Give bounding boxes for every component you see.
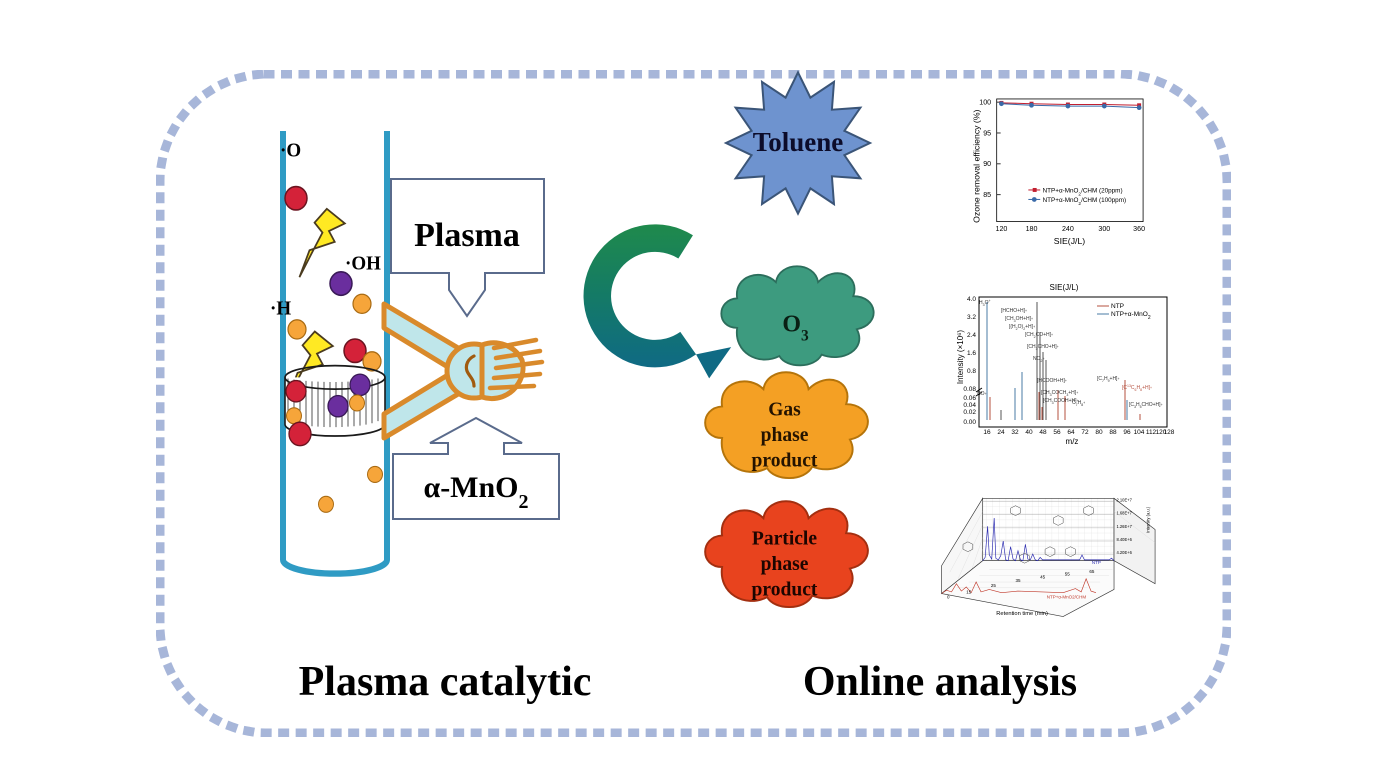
svg-text:·O: ·O — [280, 139, 301, 162]
svg-text:NTP: NTP — [1092, 560, 1101, 565]
svg-text:NTP+α-MnO2: NTP+α-MnO2 — [1111, 311, 1151, 321]
svg-text:[CH3OH+H]+: [CH3OH+H]+ — [1005, 316, 1033, 323]
svg-text:2.4: 2.4 — [967, 332, 976, 339]
svg-text:[C7H9+H]+: [C7H9+H]+ — [1097, 376, 1120, 383]
svg-text:·H: ·H — [270, 297, 291, 320]
svg-text:Particle: Particle — [752, 528, 817, 549]
svg-text:2.10E+7: 2.10E+7 — [1116, 498, 1132, 503]
svg-text:64: 64 — [1067, 429, 1075, 436]
svg-text:Toluene: Toluene — [753, 127, 844, 157]
svg-text:0.00: 0.00 — [963, 419, 976, 426]
svg-text:128: 128 — [1164, 429, 1175, 436]
svg-text:95: 95 — [983, 129, 991, 137]
svg-text:NTP+α-MnO2/CHM: NTP+α-MnO2/CHM — [1047, 594, 1087, 599]
svg-text:0.8: 0.8 — [967, 368, 976, 375]
svg-text:24: 24 — [997, 429, 1005, 436]
svg-text:65: 65 — [1089, 569, 1095, 574]
svg-text:Retention time (min): Retention time (min) — [996, 611, 1048, 617]
svg-text:Intensity (a.u.): Intensity (a.u.) — [1145, 506, 1150, 533]
svg-text:Plasma: Plasma — [414, 217, 520, 254]
svg-text:NTP: NTP — [1111, 303, 1124, 310]
svg-text:100: 100 — [979, 98, 991, 106]
svg-text:40: 40 — [1025, 429, 1033, 436]
svg-text:·OH: ·OH — [345, 252, 381, 275]
svg-text:16: 16 — [983, 429, 991, 436]
svg-text:phase: phase — [761, 554, 809, 575]
svg-text:1.26E+7: 1.26E+7 — [1116, 524, 1132, 529]
svg-text:3.2: 3.2 — [967, 314, 976, 321]
svg-text:72: 72 — [1081, 429, 1089, 436]
svg-text:[(H2O)2+H]+: [(H2O)2+H]+ — [1009, 324, 1035, 331]
svg-text:240: 240 — [1062, 225, 1074, 233]
svg-text:1.68E+7: 1.68E+7 — [1116, 511, 1132, 516]
svg-text:[CH2CO+H]+: [CH2CO+H]+ — [1025, 332, 1053, 339]
svg-text:300: 300 — [1098, 225, 1110, 233]
svg-text:56: 56 — [1053, 429, 1061, 436]
svg-text:0.02: 0.02 — [963, 409, 976, 416]
svg-text:48: 48 — [1039, 429, 1047, 436]
svg-text:[C3H5CHO+H]+: [C3H5CHO+H]+ — [1129, 402, 1163, 409]
svg-text:phase: phase — [761, 425, 809, 446]
svg-text:Gas: Gas — [768, 399, 801, 420]
svg-text:C7H8+: C7H8+ — [1072, 400, 1085, 407]
svg-text:NO+: NO+ — [977, 391, 987, 397]
svg-text:[CH3CHO+H]+: [CH3CHO+H]+ — [1027, 344, 1059, 351]
svg-text:0.06: 0.06 — [963, 395, 976, 402]
svg-text:35: 35 — [1015, 578, 1021, 583]
svg-text:m/z: m/z — [1066, 437, 1079, 446]
svg-text:80: 80 — [1095, 429, 1103, 436]
svg-text:15: 15 — [966, 590, 972, 595]
svg-text:45: 45 — [1040, 575, 1046, 580]
svg-text:Intensity (×10⁶): Intensity (×10⁶) — [956, 330, 965, 385]
svg-text:120: 120 — [996, 225, 1008, 233]
svg-text:[C13C6H8+H]+: [C13C6H8+H]+ — [1122, 384, 1152, 392]
svg-text:85: 85 — [983, 191, 991, 199]
svg-text:H3O+: H3O+ — [979, 299, 991, 307]
svg-text:product: product — [752, 451, 818, 472]
svg-text:90: 90 — [983, 160, 991, 168]
svg-text:55: 55 — [1065, 571, 1071, 576]
svg-text:[CH3COCH3+H]+: [CH3COCH3+H]+ — [1041, 390, 1078, 397]
svg-text:96: 96 — [1123, 429, 1131, 436]
svg-text:32: 32 — [1011, 429, 1019, 436]
svg-text:25: 25 — [991, 583, 997, 588]
svg-text:Ozone removal efficiency (%): Ozone removal efficiency (%) — [971, 109, 981, 222]
svg-text:product: product — [752, 580, 818, 601]
svg-text:180: 180 — [1026, 225, 1038, 233]
svg-text:360: 360 — [1133, 225, 1145, 233]
svg-text:4.0: 4.0 — [967, 296, 976, 303]
svg-text:SIE(J/L): SIE(J/L) — [1050, 283, 1079, 292]
svg-text:104: 104 — [1134, 429, 1145, 436]
svg-text:1.6: 1.6 — [967, 350, 976, 357]
svg-text:0.08: 0.08 — [963, 386, 976, 393]
svg-text:88: 88 — [1109, 429, 1117, 436]
svg-text:SIE(J/L): SIE(J/L) — [1054, 236, 1085, 246]
svg-text:[HCHO+H]+: [HCHO+H]+ — [1001, 308, 1027, 314]
svg-text:4.20E+6: 4.20E+6 — [1116, 550, 1132, 555]
svg-text:0.04: 0.04 — [963, 402, 976, 409]
svg-text:8.40E+6: 8.40E+6 — [1116, 537, 1132, 542]
svg-text:[HCOOH+H]+: [HCOOH+H]+ — [1037, 378, 1067, 384]
